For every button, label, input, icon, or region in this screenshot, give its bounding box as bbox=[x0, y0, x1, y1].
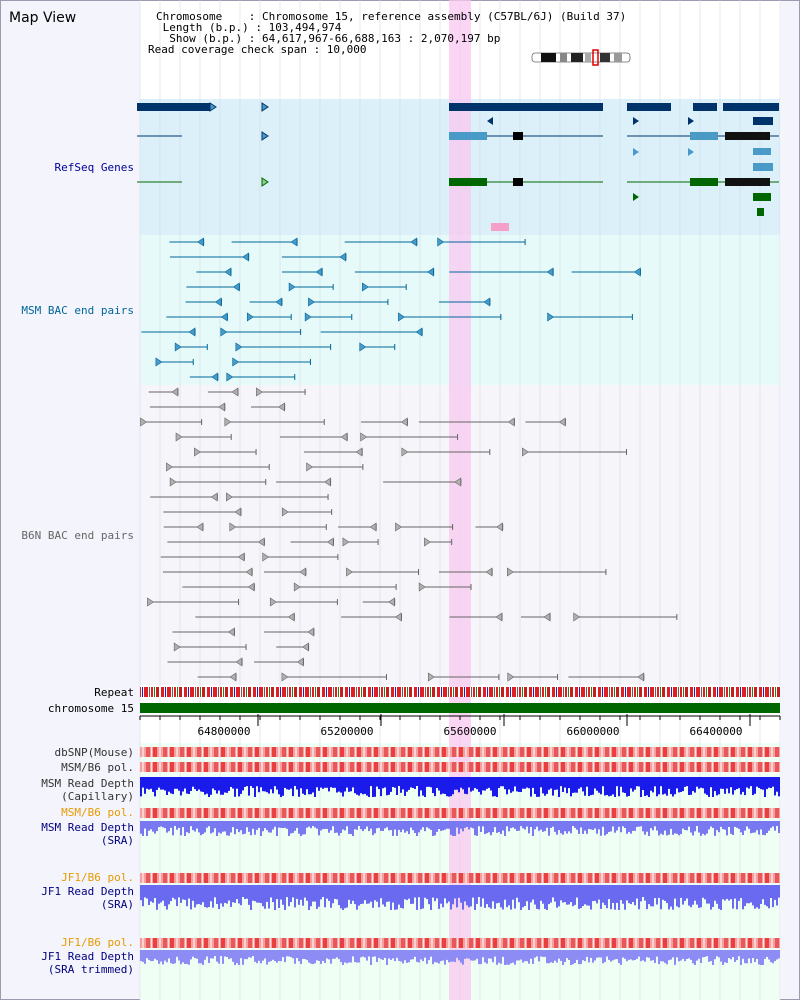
right-margin bbox=[781, 1, 799, 999]
position-axis bbox=[139, 714, 781, 726]
dbsnp-track[interactable] bbox=[140, 747, 780, 757]
jf1-b6-pol-track-2[interactable] bbox=[140, 938, 780, 948]
track-label-jf1-b6-pol-2[interactable]: JF1/B6 pol. bbox=[61, 936, 134, 949]
ideogram-position-marker bbox=[592, 49, 599, 66]
repeat-track[interactable] bbox=[140, 687, 780, 697]
chromosome-info: Chromosome : Chromosome 15, reference as… bbox=[148, 11, 626, 55]
msm-b6-pol-track[interactable] bbox=[140, 762, 780, 772]
axis-tick-label: 64800000 bbox=[198, 725, 251, 738]
info-line: Show (b.p.) : 64,617,967-66,688,163 : 2,… bbox=[156, 32, 501, 45]
axis-tick-label: 66400000 bbox=[690, 725, 743, 738]
track-label-b6n-bac[interactable]: B6N BAC end pairs bbox=[21, 529, 134, 542]
jf1-b6-pol-track[interactable] bbox=[140, 873, 780, 883]
track-label-jf1-sra[interactable]: (SRA) bbox=[100, 898, 134, 911]
track-label-repeat[interactable]: Repeat bbox=[94, 686, 134, 699]
axis-tick-label: 65600000 bbox=[444, 725, 497, 738]
highlighted-feature[interactable] bbox=[491, 223, 509, 231]
info-line: Length (b.p.) : 103,494,974 bbox=[156, 21, 342, 34]
axis-tick-label: 66000000 bbox=[567, 725, 620, 738]
track-label-refseq[interactable]: RefSeq Genes bbox=[54, 161, 134, 174]
track-label-sra[interactable]: (SRA) bbox=[100, 834, 134, 847]
info-line: Read coverage check span : 10,000 bbox=[148, 43, 367, 56]
track-label-msm-read-depth[interactable]: MSM Read Depth bbox=[41, 777, 134, 790]
axis-tick-label: 65200000 bbox=[321, 725, 374, 738]
track-label-msm-b6-pol-2[interactable]: MSM/B6 pol. bbox=[61, 806, 134, 819]
page-title: Map View bbox=[9, 10, 77, 26]
msm-bac-end-pairs[interactable] bbox=[141, 237, 641, 382]
b6n-bac-end-pairs[interactable] bbox=[140, 387, 678, 682]
msm-read-depth-sra[interactable] bbox=[140, 821, 780, 836]
track-label-capillary[interactable]: (Capillary) bbox=[61, 790, 134, 803]
info-line: Chromosome : Chromosome 15, reference as… bbox=[156, 10, 627, 23]
track-label-dbsnp[interactable]: dbSNP(Mouse) bbox=[54, 746, 134, 759]
track-label-msm-bac[interactable]: MSM BAC end pairs bbox=[21, 304, 134, 317]
jf1-read-depth-sra-trimmed[interactable] bbox=[140, 950, 780, 965]
track-label-sra-trimmed[interactable]: (SRA trimmed) bbox=[47, 963, 134, 976]
track-label-panel bbox=[1, 1, 140, 999]
msm-b6-pol-track-2[interactable] bbox=[140, 808, 780, 818]
chromosome-bar[interactable] bbox=[140, 703, 780, 713]
track-label-jf1-read-depth[interactable]: JF1 Read Depth bbox=[41, 885, 134, 898]
track-label-jf1-read-depth-trimmed[interactable]: JF1 Read Depth bbox=[41, 950, 134, 963]
track-label-msm-read-depth-sra[interactable]: MSM Read Depth bbox=[41, 821, 134, 834]
track-label-msm-b6-pol[interactable]: MSM/B6 pol. bbox=[61, 761, 134, 774]
msm-read-depth-capillary[interactable] bbox=[140, 777, 780, 797]
jf1-read-depth-sra[interactable] bbox=[140, 885, 780, 910]
chromosome-ideogram[interactable] bbox=[531, 49, 631, 66]
track-label-chromosome[interactable]: chromosome 15 bbox=[47, 702, 134, 715]
track-label-jf1-b6-pol[interactable]: JF1/B6 pol. bbox=[61, 871, 134, 884]
selection-highlight[interactable] bbox=[449, 0, 471, 1000]
refseq-gene-models[interactable] bbox=[137, 102, 779, 231]
